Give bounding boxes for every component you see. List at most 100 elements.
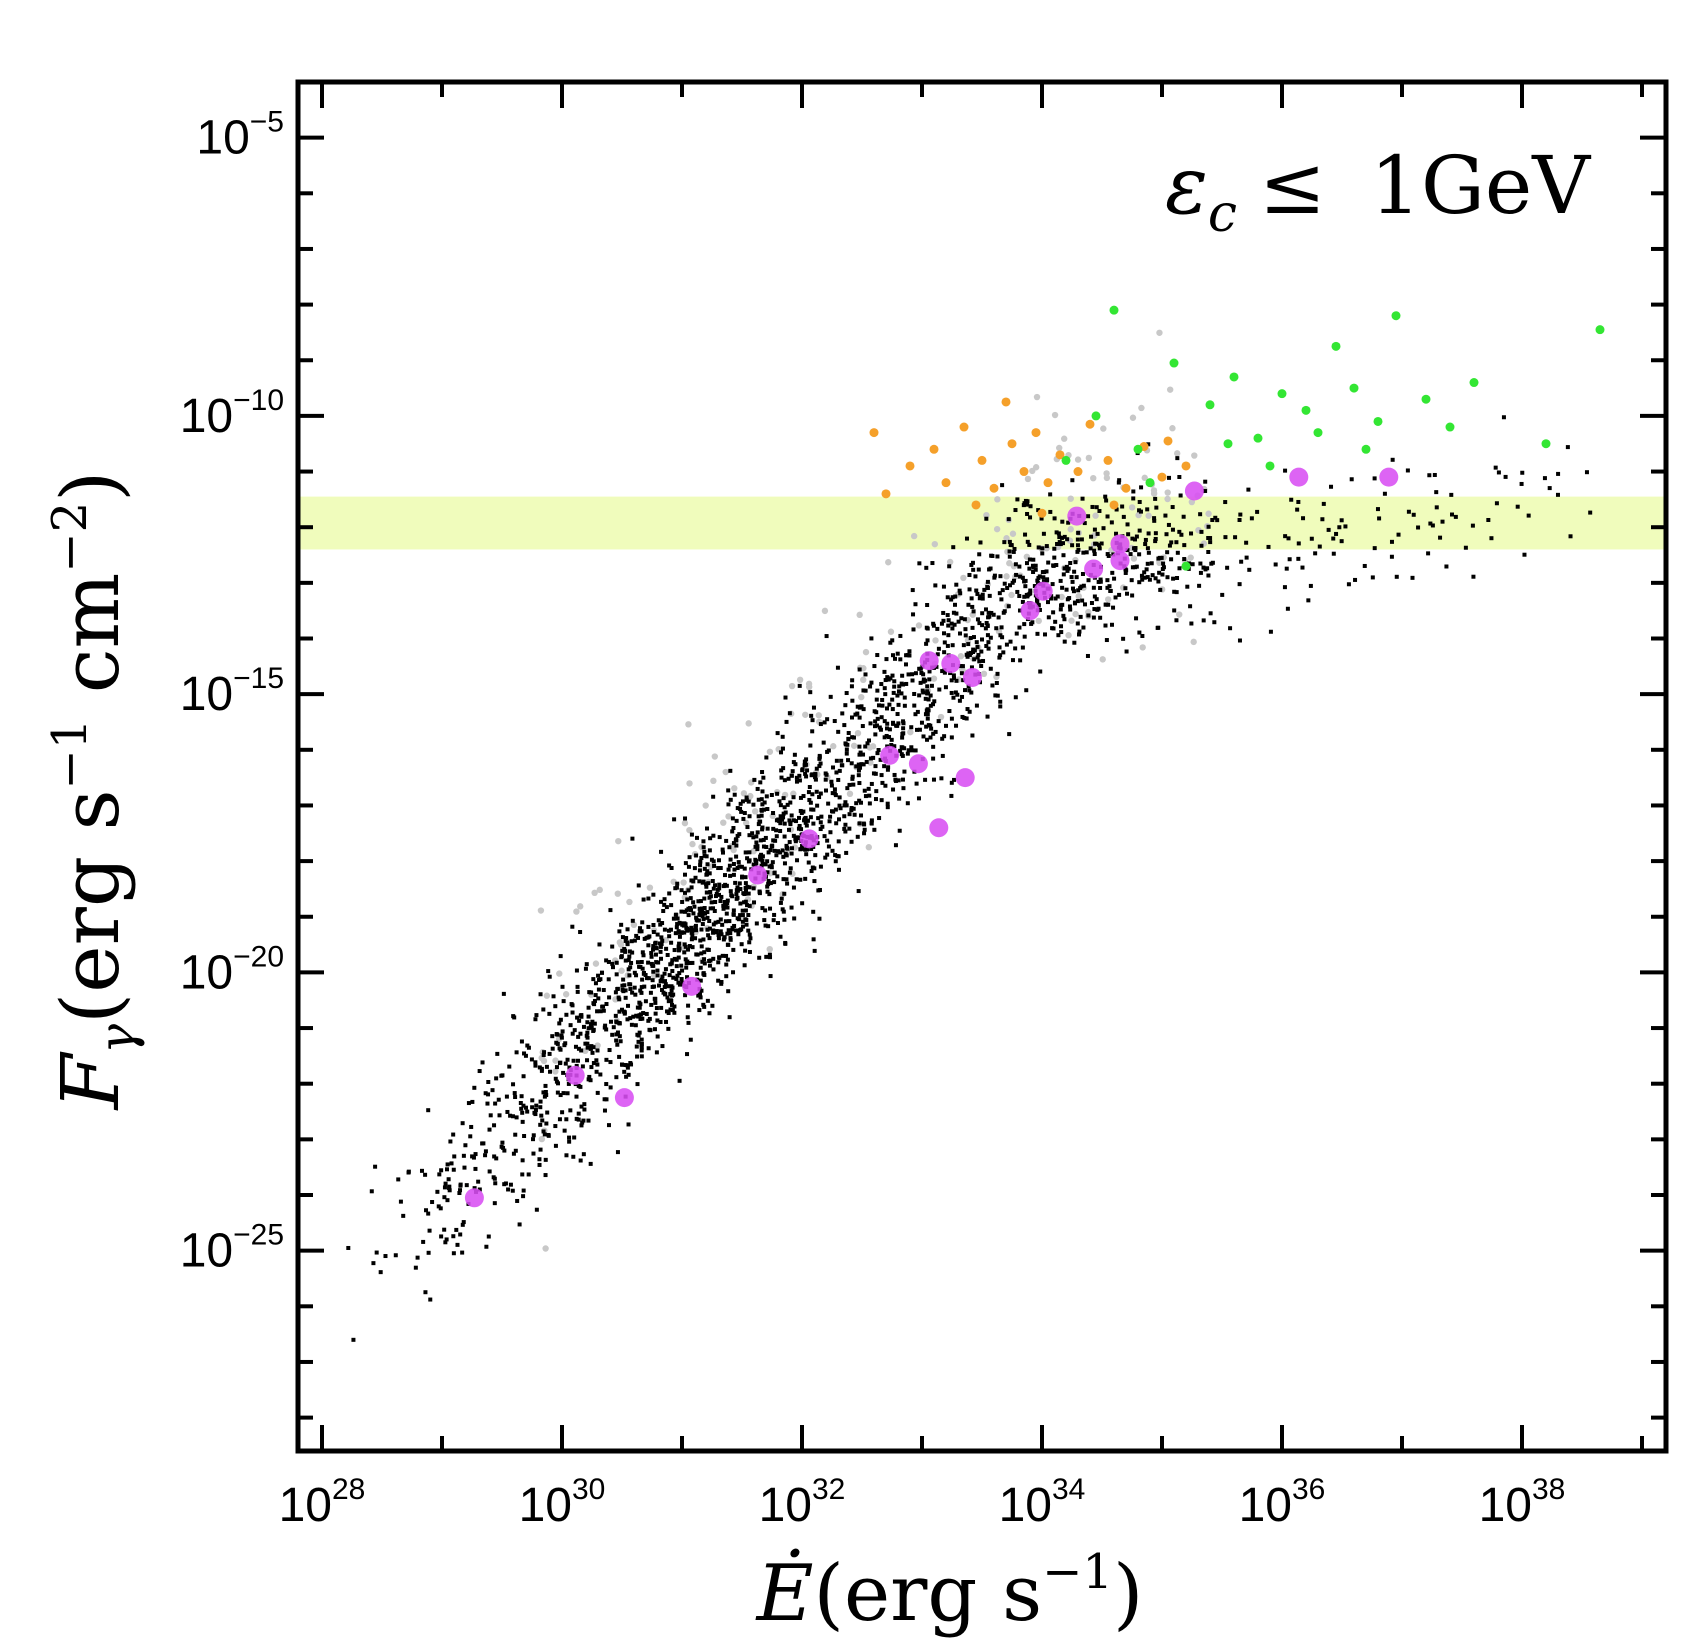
black-point — [1114, 507, 1119, 512]
black-point — [703, 911, 708, 916]
black-point — [1220, 592, 1225, 597]
black-point — [638, 926, 643, 931]
black-point — [974, 588, 979, 593]
black-point — [701, 839, 706, 844]
black-point — [608, 1019, 613, 1024]
black-point — [901, 719, 906, 724]
black-point — [748, 936, 753, 941]
black-point — [1137, 552, 1142, 557]
black-point — [743, 881, 748, 886]
black-point — [700, 959, 705, 964]
black-point — [1015, 589, 1020, 594]
black-point — [750, 831, 755, 836]
black-point — [890, 673, 895, 678]
black-point — [586, 1005, 591, 1010]
black-point — [695, 971, 700, 976]
gray-point — [907, 728, 914, 736]
orange-point — [1163, 436, 1173, 446]
black-point — [882, 735, 887, 740]
black-point — [1055, 541, 1060, 546]
black-point — [731, 947, 736, 952]
black-point — [636, 1014, 641, 1019]
black-point — [994, 626, 999, 631]
black-point — [738, 801, 743, 806]
black-point — [716, 858, 721, 863]
black-point — [849, 806, 854, 811]
gray-point — [1128, 504, 1136, 511]
black-point — [795, 858, 800, 863]
black-point — [760, 906, 765, 911]
black-point — [1025, 594, 1030, 599]
black-point — [722, 900, 727, 905]
black-point — [975, 591, 980, 596]
black-point — [689, 937, 694, 942]
black-point — [942, 640, 947, 645]
orange-point — [1031, 428, 1041, 438]
black-point — [728, 768, 733, 773]
black-point — [662, 902, 667, 907]
black-point — [782, 778, 787, 783]
gray-point — [646, 884, 654, 891]
black-point — [951, 545, 956, 550]
black-point — [826, 844, 831, 849]
gray-point — [860, 676, 867, 684]
x-tick-label: 1030 — [519, 1473, 606, 1532]
black-point — [1058, 607, 1063, 612]
black-point — [789, 773, 794, 778]
black-point — [1089, 601, 1094, 606]
black-point — [741, 924, 746, 929]
gray-point — [592, 960, 600, 967]
black-point — [752, 900, 757, 905]
black-point — [1153, 539, 1158, 544]
black-point — [728, 931, 733, 936]
black-point — [1170, 527, 1175, 532]
black-point — [591, 1061, 596, 1066]
black-point — [708, 836, 713, 841]
black-point — [828, 694, 833, 699]
black-point — [869, 818, 874, 823]
black-point — [798, 808, 803, 813]
gray-point — [577, 903, 584, 910]
black-point — [567, 1135, 572, 1140]
black-point — [765, 889, 770, 894]
black-point — [373, 1164, 378, 1169]
black-point — [717, 892, 722, 897]
black-point — [905, 751, 910, 756]
black-point — [1167, 475, 1172, 480]
black-point — [961, 643, 966, 648]
black-point — [1068, 607, 1073, 612]
black-point — [719, 932, 724, 937]
black-point — [1145, 546, 1150, 551]
black-point — [718, 929, 723, 934]
black-point — [738, 913, 743, 918]
black-point — [791, 833, 796, 838]
black-point — [696, 918, 701, 923]
black-point — [901, 682, 906, 687]
black-point — [652, 1027, 657, 1032]
black-point — [984, 516, 989, 521]
black-point — [1181, 514, 1186, 519]
gray-point — [722, 768, 729, 776]
gray-point — [731, 785, 738, 792]
black-point — [946, 623, 951, 628]
black-point — [1106, 602, 1111, 607]
gray-point — [537, 907, 545, 914]
black-point — [726, 989, 731, 994]
black-point — [682, 890, 687, 895]
black-point — [850, 774, 855, 779]
green-point — [1391, 311, 1401, 321]
black-point — [627, 973, 632, 978]
black-point — [853, 712, 858, 717]
black-point — [705, 915, 710, 920]
black-point — [942, 734, 947, 739]
black-point — [925, 684, 930, 689]
black-point — [437, 1172, 442, 1177]
orange-point — [1001, 397, 1011, 407]
black-point — [778, 850, 783, 855]
black-point — [780, 848, 785, 853]
gray-point — [1191, 452, 1198, 459]
gray-point — [946, 558, 954, 566]
black-point — [833, 793, 838, 798]
black-point — [779, 750, 784, 755]
black-point — [640, 966, 645, 971]
